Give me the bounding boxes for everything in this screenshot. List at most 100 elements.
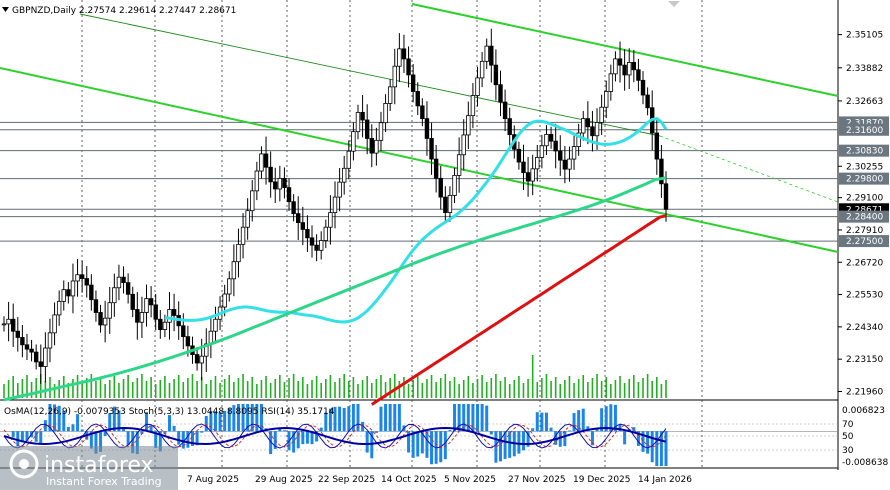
candle-body [277,177,283,190]
candle-body [15,330,20,338]
candle-body [438,177,443,198]
candle-body [585,118,591,128]
candle-body [636,69,641,81]
price-tag [839,172,889,185]
candle-body [254,170,260,192]
candle-body [75,274,80,282]
price-tag-label: 2.29800 [846,175,883,185]
candle-body [125,282,131,295]
candle-body [240,226,246,245]
candle-body [466,115,471,136]
price-tag-label: 2.31870 [846,118,883,128]
stoch-main-line [3,423,667,449]
candle-body [581,118,586,134]
channel-midline [79,13,661,137]
candle-body [6,318,11,325]
candle-body [479,60,485,79]
symbol-dropdown-icon[interactable] [2,7,9,12]
candle-body [70,280,76,297]
candle-body [181,325,186,338]
x-tick-label: 27 Nov 2025 [508,475,566,485]
candle-body [107,302,112,319]
instaforex-logo: instaforex Instant Forex Trading [0,446,178,490]
price-tag [839,116,889,129]
candle-body [227,278,232,295]
y-tick-label: 2.26720 [846,258,883,268]
price-tag [839,210,889,223]
oscillator-level-label: 30 [842,446,854,456]
candle-body [415,91,420,107]
candle-body [282,177,287,188]
candle-body [213,318,218,332]
y-tick-label: 2.35105 [846,31,883,41]
candle-body [24,344,30,350]
price-tag [839,123,889,136]
candle-body [397,48,402,67]
x-tick-label: 14 Oct 2025 [381,475,437,485]
candle-body [286,187,292,203]
candle-body [52,314,57,334]
price-tag-label: 2.27500 [846,237,883,247]
channel-line [0,67,839,253]
candle-body [447,195,453,213]
candle-body [291,201,296,215]
rsi-line [3,426,667,446]
candle-body [631,62,637,71]
candle-body [544,133,549,147]
svg-text:instaforex: instaforex [44,453,154,478]
candle-body [20,337,25,346]
volume-bars [3,355,667,398]
candle-body [571,146,577,160]
candle-body [567,158,572,170]
candle-body [521,161,526,174]
candle-body [250,190,255,212]
candle-body [102,317,108,326]
candle-body [245,210,250,228]
candle-body [222,293,227,308]
y-tick-label: 2.21960 [846,387,883,397]
candle-body [194,354,200,364]
candle-body [89,284,94,301]
candle-body [406,58,411,76]
y-tick-label: 2.25530 [846,291,883,301]
x-tick-label: 19 Dec 2025 [573,475,631,485]
moving-averages [3,117,668,406]
candle-body [525,172,531,182]
candle-body [475,77,480,96]
y-tick-label: 2.23150 [846,355,883,365]
candle-body [314,244,319,251]
candle-body [98,312,103,326]
channel-midline-projection [659,135,839,203]
candle-body [383,103,388,124]
candle-body [61,289,66,302]
candle-body [135,309,140,323]
candle-body [627,62,632,76]
candle-body [43,347,48,367]
candle-body [645,94,650,109]
candle-body [617,58,623,66]
y-tick-label: 2.33882 [846,64,883,74]
candle-body [263,153,269,168]
candle-body [640,79,646,96]
candle-body [296,213,301,224]
x-tick-label: 29 Aug 2025 [255,475,313,485]
x-tick-label: 22 Sep 2025 [318,475,375,485]
candle-body [332,196,338,213]
candle-body [502,101,508,120]
candle-body [116,276,122,289]
candle-body [622,64,627,76]
stoch-signal-line [3,424,667,448]
candle-body [535,157,540,170]
indicator-pane: 70 50 30 0.006823 -0.008638 [0,404,888,468]
candle-body [204,343,209,357]
x-tick-label: 7 Aug 2025 [187,475,239,485]
y-tick-label: 2.32663 [846,97,883,107]
candle-body [613,58,618,75]
candle-body [29,348,34,353]
candle-body [443,196,448,213]
time-axis-ticks: 7 Aug 2025 29 Aug 2025 22 Sep 2025 14 Oct 2… [187,475,692,485]
y-tick-label: 2.27910 [846,226,883,236]
candle-body [493,64,499,86]
